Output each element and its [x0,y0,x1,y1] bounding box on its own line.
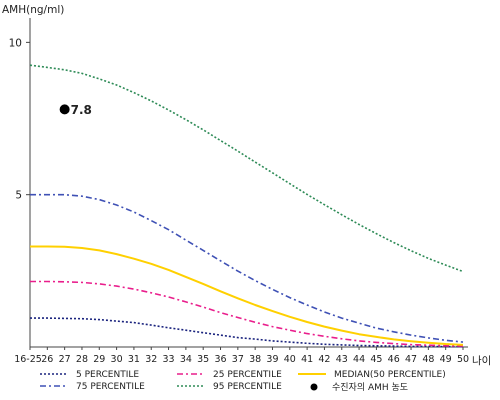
series-line-25-percentile [30,280,464,347]
y-tick-label: 5 [15,190,22,202]
x-tick-label: 29 [93,354,105,365]
x-tick-label: 39 [266,354,278,365]
x-tick-label: 36 [214,354,226,365]
x-tick-label: 45 [370,354,382,365]
x-tick-label: 37 [232,354,244,365]
x-tick-label: 47 [405,354,417,365]
x-axis-title: 나이 [472,355,491,367]
series-line-median-50-percentile [30,245,464,346]
x-tick-label: 33 [163,354,175,365]
legend: 5 PERCENTILE 25 PERCENTILE MEDIAN(50 PERCE… [40,370,446,393]
legend-label: 95 PERCENTILE [213,382,282,392]
x-tick-label: 50 [457,354,469,365]
x-tick-label: 27 [59,354,71,365]
x-tick-label: 38 [249,354,261,365]
x-tick-label: 28 [76,354,88,365]
x-tick-label: 48 [422,354,434,365]
legend-label: 25 PERCENTILE [213,370,282,380]
series-line-75-percentile [30,193,464,343]
series-line-5-percentile [30,317,463,348]
x-tick-label: 46 [388,354,400,365]
legend-label: 75 PERCENTILE [76,382,145,392]
x-tick-label: 41 [301,354,313,365]
legend-patient-dot [310,383,318,391]
y-tick-labels: 5 10 [9,37,30,202]
patient-amh-value-label: 7.8 [71,103,92,117]
x-tick-label: 32 [145,354,157,365]
percentile-lines [29,64,464,348]
legend-label: 5 PERCENTILE [76,370,139,380]
series-line-95-percentile [29,64,464,273]
x-tick-label: 43 [336,354,348,365]
patient-amh-point [59,104,70,115]
y-axis-title: AMH(ng/ml) [2,4,64,16]
x-tick-label: 30 [111,354,123,365]
legend-patient-label: 수진자의 AMH 농도 [332,382,408,393]
x-tick-label: 42 [318,354,330,365]
x-tick-labels: 16-25 26 27 28 29 30 31 32 33 34 35 36 37 38 39 40 41 42 4… [14,347,469,365]
x-tick-label: 35 [197,354,209,365]
x-tick-label: 16-25 [14,354,42,365]
x-tick-label: 34 [180,354,192,365]
x-tick-label: 40 [284,354,296,365]
y-tick-label: 10 [9,37,22,49]
legend-label: MEDIAN(50 PERCENTILE) [334,370,446,380]
chart-axes [29,18,468,348]
x-tick-label: 49 [440,354,452,365]
x-tick-label: 44 [353,354,365,365]
patient-marker-group: 7.8 [59,103,92,117]
x-tick-label: 31 [128,354,140,365]
x-tick-label: 26 [41,354,53,365]
